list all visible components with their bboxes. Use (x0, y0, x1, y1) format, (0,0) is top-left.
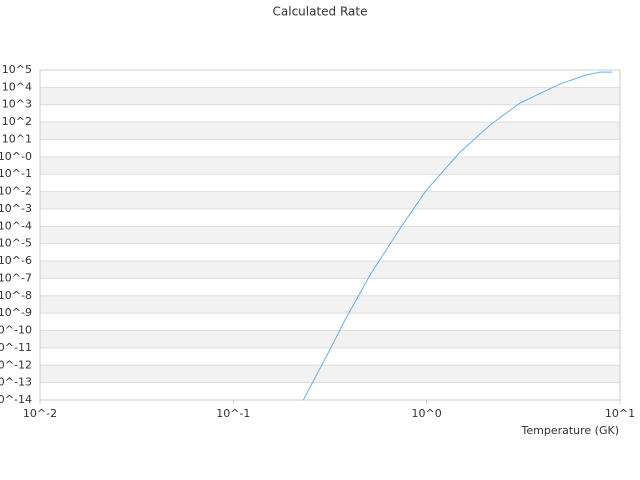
y-tick-label: 10^-9 (0, 306, 32, 319)
grid-band (40, 226, 620, 244)
chart-title: Calculated Rate (273, 5, 368, 19)
x-tick-label: 10^0 (412, 407, 442, 420)
x-tick-label: 10^1 (605, 407, 635, 420)
x-axis-label: Temperature (GK) (521, 424, 620, 437)
y-tick-label: 10^-6 (0, 254, 32, 267)
grid-band (40, 295, 620, 314)
y-tick-label: 10^-8 (0, 289, 32, 302)
y-tick-label: 10^-10 (0, 324, 32, 337)
grid-band (40, 122, 620, 140)
grid-band (40, 191, 620, 209)
y-tick-label: 10^-4 (0, 219, 32, 232)
y-tick-label: 10^1 (2, 132, 32, 145)
y-tick-label: 10^-13 (0, 376, 32, 389)
plot-frame (39, 69, 621, 401)
y-tick-label: 10^-14 (0, 393, 32, 406)
y-tick-label: 10^3 (2, 98, 32, 111)
bands (40, 87, 620, 383)
y-tick-label: 10^-1 (0, 167, 32, 180)
x-tick-label: 10^-1 (216, 407, 250, 420)
y-tick-label: 10^2 (2, 115, 32, 128)
y-tick-label: 10^-3 (0, 202, 32, 215)
data-line (302, 71, 613, 401)
x-tick-label: 10^-2 (23, 407, 57, 420)
y-tick-label: 10^-2 (0, 185, 32, 198)
y-tick-label: 10^-0 (0, 150, 32, 163)
grid-band (40, 365, 620, 383)
y-tick-label: 10^-11 (0, 341, 32, 354)
y-tick-label: 10^-7 (0, 271, 32, 284)
y-tick-label: 10^-12 (0, 358, 32, 371)
y-tick-label: 10^-5 (0, 237, 32, 250)
grid-band (40, 156, 620, 175)
y-tick-label: 10^5 (2, 63, 32, 76)
grid-band (40, 261, 620, 279)
y-tick-label: 10^4 (2, 80, 32, 93)
grid-band (40, 87, 620, 105)
grid-band (40, 330, 620, 348)
